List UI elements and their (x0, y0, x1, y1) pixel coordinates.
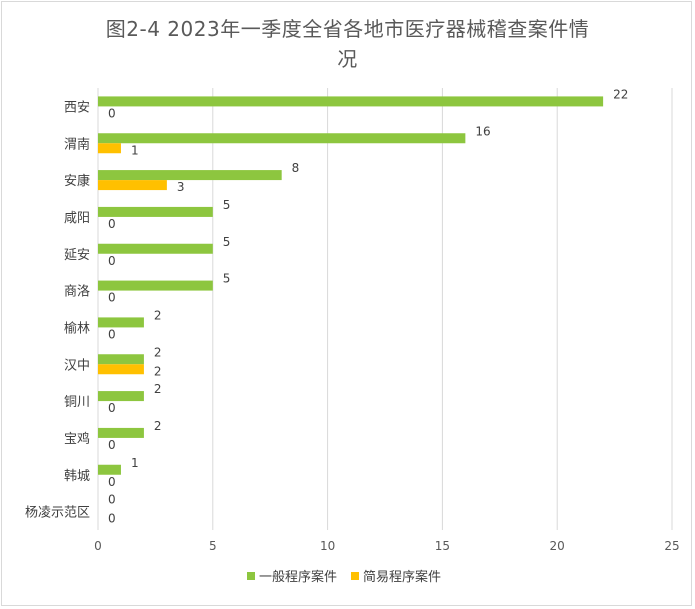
data-label-simple: 3 (177, 180, 185, 194)
bar-general-procedure (98, 243, 213, 254)
x-axis-tick-labels: 0 5 10 15 20 25 (94, 539, 679, 553)
data-label-general: 1 (131, 456, 139, 470)
x-tick-label: 25 (664, 539, 679, 553)
category-label: 杨凌示范区 (25, 506, 90, 521)
legend-label-simple: 简易程序案件 (363, 569, 441, 585)
data-label-simple: 0 (108, 106, 116, 120)
bars (98, 96, 604, 475)
bar-general-procedure (98, 280, 213, 291)
x-tick-label: 0 (94, 539, 102, 553)
x-tick-label: 20 (550, 539, 565, 553)
data-label-general: 22 (613, 87, 628, 101)
legend-label-general: 一般程序案件 (259, 569, 337, 585)
data-label-simple: 0 (108, 327, 116, 341)
chart-title-line-1: 图2-4 2023年一季度全省各地市医疗器械稽查案件情 (105, 17, 590, 41)
category-label: 宝鸡 (64, 431, 90, 447)
bar-simple-procedure (98, 364, 144, 375)
data-label-simple: 2 (154, 364, 162, 378)
data-label-general: 0 (108, 493, 116, 507)
data-label-general: 2 (154, 382, 162, 396)
data-label-simple: 0 (108, 254, 116, 268)
bar-simple-procedure (98, 180, 167, 191)
category-label: 榆林 (64, 321, 90, 336)
data-label-simple: 0 (108, 475, 116, 489)
category-label: 西安 (64, 100, 90, 115)
category-label: 咸阳 (64, 211, 90, 226)
legend-swatch-general (247, 572, 255, 580)
bar-general-procedure (98, 427, 144, 438)
legend: 一般程序案件 简易程序案件 (247, 569, 441, 585)
data-label-simple: 0 (108, 401, 116, 415)
bar-general-procedure (98, 170, 282, 181)
legend-swatch-simple (351, 572, 359, 580)
data-label-general: 2 (154, 308, 162, 322)
category-label: 汉中 (64, 358, 90, 373)
data-label-general: 16 (475, 124, 490, 138)
category-label: 韩城 (64, 469, 90, 484)
x-tick-label: 15 (435, 539, 450, 553)
data-label-general: 2 (154, 345, 162, 359)
data-label-general: 2 (154, 419, 162, 433)
chart-title-line-2: 况 (337, 47, 358, 71)
category-label: 商洛 (64, 285, 90, 300)
x-tick-label: 5 (209, 539, 217, 553)
data-label-simple: 0 (108, 512, 116, 526)
data-label-simple: 0 (108, 438, 116, 452)
bar-general-procedure (98, 133, 466, 144)
bar-general-procedure (98, 354, 144, 365)
data-label-general: 8 (292, 161, 300, 175)
data-label-general: 5 (223, 235, 231, 249)
bar-simple-procedure (98, 143, 121, 154)
bar-general-procedure (98, 464, 121, 475)
data-label-simple: 0 (108, 291, 116, 305)
data-label-simple: 0 (108, 217, 116, 231)
gridlines (97, 88, 673, 530)
data-label-simple: 1 (131, 143, 139, 157)
bar-general-procedure (98, 96, 604, 107)
category-label: 安康 (64, 173, 90, 189)
data-label-general: 5 (223, 198, 231, 212)
chart-title: 图2-4 2023年一季度全省各地市医疗器械稽查案件情 况 (0, 14, 695, 74)
data-label-general: 5 (223, 272, 231, 286)
category-label: 延安 (64, 248, 90, 263)
bar-general-procedure (98, 206, 213, 217)
x-tick-label: 10 (320, 539, 335, 553)
bar-general-procedure (98, 391, 144, 402)
bar-general-procedure (98, 317, 144, 328)
category-label: 渭南 (64, 136, 90, 152)
category-label: 铜川 (64, 395, 90, 410)
